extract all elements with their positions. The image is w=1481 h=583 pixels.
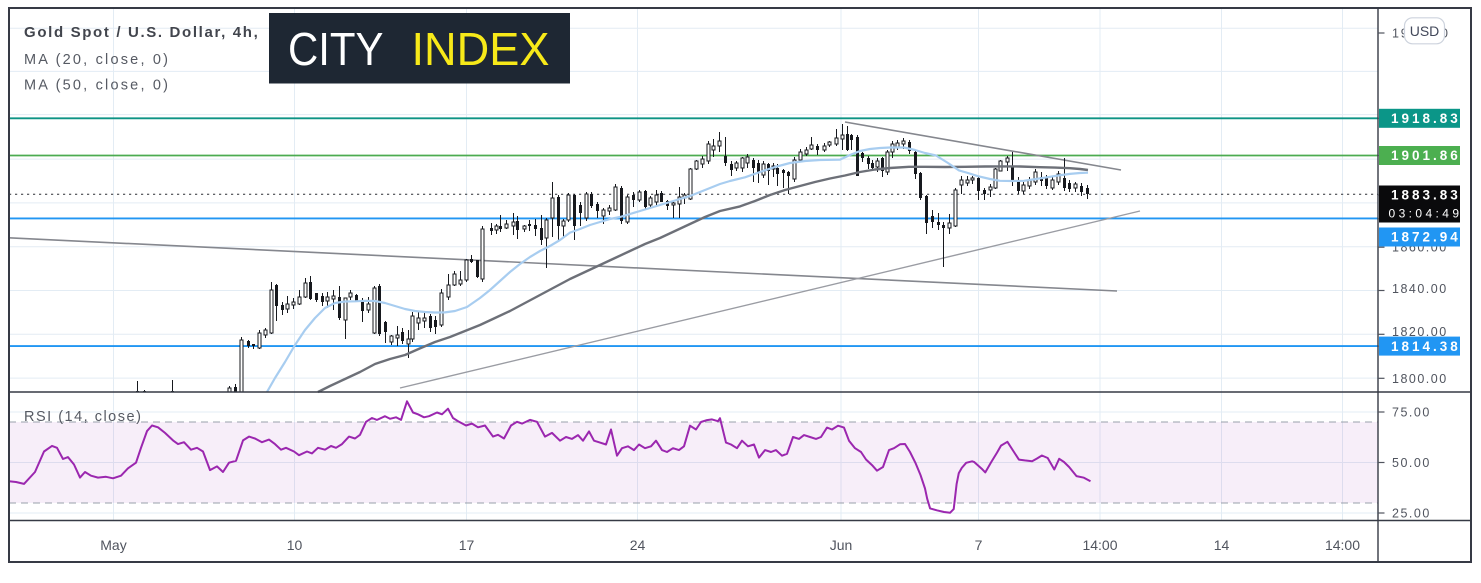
- svg-text:03:04:49: 03:04:49: [1389, 207, 1463, 221]
- svg-text:1820.00: 1820.00: [1392, 325, 1448, 339]
- svg-text:7: 7: [975, 537, 983, 553]
- svg-text:50.00: 50.00: [1392, 456, 1431, 470]
- svg-text:1883.83: 1883.83: [1391, 188, 1461, 203]
- svg-text:USD: USD: [1410, 23, 1440, 39]
- svg-text:10: 10: [287, 537, 303, 553]
- svg-text:14: 14: [1214, 537, 1230, 553]
- svg-text:1814.38: 1814.38: [1391, 339, 1461, 354]
- svg-text:14:00: 14:00: [1082, 537, 1117, 553]
- svg-text:MA (20, close, 0): MA (20, close, 0): [24, 52, 170, 68]
- svg-text:Jun: Jun: [830, 537, 853, 553]
- svg-text:1918.83: 1918.83: [1391, 111, 1461, 126]
- svg-text:INDEX: INDEX: [412, 23, 550, 75]
- svg-text:RSI (14, close): RSI (14, close): [24, 409, 142, 425]
- svg-text:1800.00: 1800.00: [1392, 372, 1448, 386]
- svg-text:May: May: [100, 537, 126, 553]
- svg-text:MA (50, close, 0): MA (50, close, 0): [24, 78, 170, 94]
- svg-text:75.00: 75.00: [1392, 406, 1431, 420]
- svg-text:Gold Spot / U.S. Dollar, 4h,: Gold Spot / U.S. Dollar, 4h,: [24, 24, 259, 41]
- svg-text:1901.86: 1901.86: [1391, 148, 1461, 163]
- svg-text:14:00: 14:00: [1325, 537, 1360, 553]
- svg-text:24: 24: [630, 537, 646, 553]
- svg-text:25.00: 25.00: [1392, 507, 1431, 521]
- svg-text:17: 17: [459, 537, 475, 553]
- svg-text:1840.00: 1840.00: [1392, 282, 1448, 296]
- svg-text:CITY: CITY: [288, 23, 384, 75]
- svg-text:1872.94: 1872.94: [1391, 230, 1461, 245]
